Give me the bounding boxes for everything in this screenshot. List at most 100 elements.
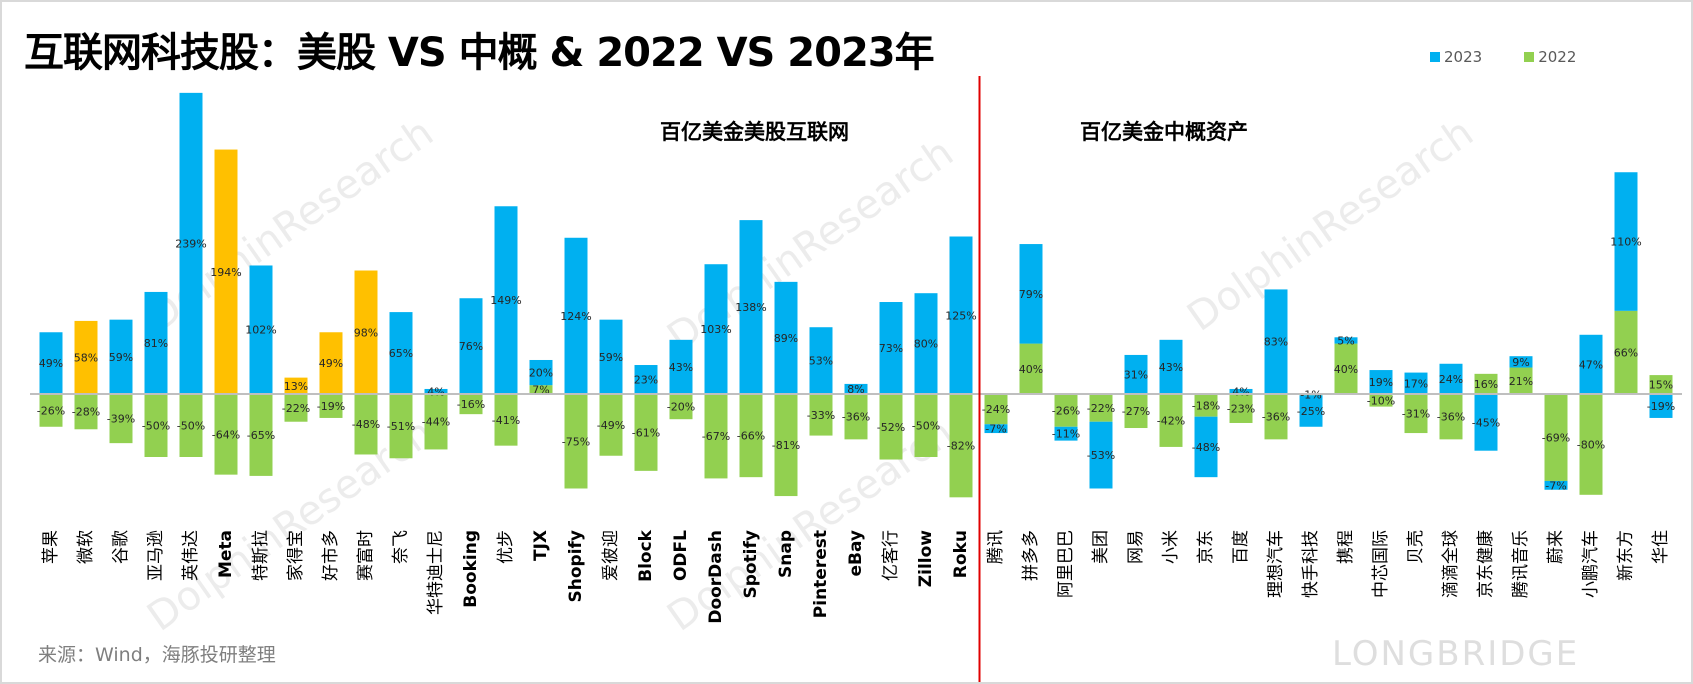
bar-2023 bbox=[529, 359, 553, 386]
category-label: 京东 bbox=[1196, 530, 1216, 564]
bar-2022 bbox=[459, 394, 483, 415]
category-label: 携程 bbox=[1336, 530, 1356, 564]
bar-2023 bbox=[564, 237, 588, 394]
bar-2022-label: -50% bbox=[177, 420, 205, 433]
bar-2022 bbox=[1369, 394, 1393, 407]
bar-2023-label: 125% bbox=[945, 309, 976, 322]
bar-2023-label: -25% bbox=[1297, 405, 1325, 418]
bar-2023 bbox=[704, 264, 728, 394]
bar-2022 bbox=[634, 394, 658, 471]
category-label: 特斯拉 bbox=[251, 530, 271, 581]
bar-2023 bbox=[1334, 337, 1358, 344]
bar-2023-label: -7% bbox=[1545, 479, 1566, 492]
category-label: 中芯国际 bbox=[1371, 530, 1391, 598]
bar-2022-label: -50% bbox=[142, 420, 170, 433]
bar-2022-label: -36% bbox=[1437, 411, 1465, 424]
bar-2023 bbox=[354, 270, 378, 394]
bar-2022 bbox=[1124, 394, 1148, 429]
bar-2023-label: 17% bbox=[1404, 377, 1428, 390]
bar-2022 bbox=[179, 394, 203, 457]
bar-2022-label: 66% bbox=[1614, 346, 1638, 359]
bar-2023 bbox=[424, 388, 448, 394]
bar-2022-label: -69% bbox=[1542, 431, 1570, 444]
bar-2022-label: 21% bbox=[1509, 375, 1533, 388]
category-label: Meta bbox=[216, 530, 236, 579]
bar-2023-label: -48% bbox=[1192, 441, 1220, 454]
legend-label: 2022 bbox=[1538, 48, 1577, 66]
bar-2023-label: 49% bbox=[319, 357, 343, 370]
legend-swatch-2023 bbox=[1430, 52, 1440, 62]
bar-2023-label: 4% bbox=[427, 385, 444, 398]
category-label: DoorDash bbox=[706, 530, 726, 624]
bar-2022-label: -42% bbox=[1157, 414, 1185, 427]
bar-2022 bbox=[1439, 394, 1463, 440]
bar-2022 bbox=[74, 394, 98, 430]
bar-2022-label: -67% bbox=[702, 430, 730, 443]
bar-2022 bbox=[564, 394, 588, 489]
legend-item-2023: 2023 bbox=[1430, 48, 1482, 66]
category-label: 苹果 bbox=[41, 530, 61, 564]
category-label: 快手科技 bbox=[1301, 530, 1321, 598]
bar-2022 bbox=[1579, 394, 1603, 495]
bar-2023 bbox=[1229, 388, 1253, 394]
bar-2023-label: 79% bbox=[1019, 288, 1043, 301]
bar-2022-label: -18% bbox=[1192, 399, 1220, 412]
bar-2022-label: -39% bbox=[107, 413, 135, 426]
bar-2022 bbox=[494, 394, 518, 446]
bar-2023-label: 239% bbox=[175, 237, 206, 250]
bar-2023 bbox=[214, 149, 238, 394]
category-label: Shopify bbox=[566, 530, 586, 603]
bar-2022 bbox=[144, 394, 168, 457]
bar-2022-label: -50% bbox=[912, 420, 940, 433]
category-label: Block bbox=[636, 530, 656, 582]
category-label: ODFL bbox=[671, 530, 691, 582]
bar-2023-label: 124% bbox=[560, 310, 591, 323]
section-label-china: 百亿美金中概资产 bbox=[1080, 120, 1248, 144]
bar-2022 bbox=[1054, 394, 1078, 427]
bar-2023-label: 43% bbox=[669, 361, 693, 374]
bar-2023 bbox=[1509, 356, 1533, 368]
category-label: 网易 bbox=[1126, 530, 1146, 564]
bar-2023-label: 98% bbox=[354, 326, 378, 339]
bar-2023-label: -11% bbox=[1052, 428, 1080, 441]
bar-2022 bbox=[319, 394, 343, 418]
bar-2023 bbox=[879, 302, 903, 394]
category-label: 小鹏汽车 bbox=[1581, 530, 1601, 598]
bar-2022-label: -31% bbox=[1402, 408, 1430, 421]
bar-2023 bbox=[1194, 416, 1218, 478]
category-label: 拼多多 bbox=[1021, 530, 1041, 581]
bar-2023 bbox=[809, 327, 833, 394]
bar-2023-label: -7% bbox=[985, 423, 1006, 436]
bar-2022 bbox=[599, 394, 623, 456]
bar-2023 bbox=[74, 320, 98, 394]
bar-2022-label: -51% bbox=[387, 420, 415, 433]
bar-2023-label: 83% bbox=[1264, 336, 1288, 349]
category-label: 华住 bbox=[1651, 530, 1671, 564]
bar-2022-label: -20% bbox=[667, 401, 695, 414]
category-label: Spotify bbox=[741, 530, 761, 599]
bar-2023-label: 65% bbox=[389, 347, 413, 360]
category-label: Snap bbox=[776, 530, 796, 578]
bar-2023 bbox=[1579, 334, 1603, 394]
bar-2022-label: -49% bbox=[597, 419, 625, 432]
bar-2022 bbox=[879, 394, 903, 460]
bar-2022 bbox=[809, 394, 833, 436]
bar-2023-label: 8% bbox=[847, 383, 864, 396]
category-label: 亚马逊 bbox=[146, 530, 166, 581]
bar-2022-label: -27% bbox=[1122, 405, 1150, 418]
bar-2023 bbox=[1404, 372, 1428, 394]
bar-2023-label: -53% bbox=[1087, 449, 1115, 462]
category-label: 亿客行 bbox=[881, 530, 901, 581]
bar-2022-label: -19% bbox=[317, 400, 345, 413]
category-label: 华特迪士尼 bbox=[426, 530, 446, 615]
bar-2023-label: 47% bbox=[1579, 358, 1603, 371]
bar-2022 bbox=[1194, 394, 1218, 417]
bar-2022-label: -10% bbox=[1367, 394, 1395, 407]
bar-2023 bbox=[284, 377, 308, 394]
bar-2023-label: 24% bbox=[1439, 373, 1463, 386]
bar-2023 bbox=[1299, 395, 1323, 427]
bar-2022 bbox=[1229, 394, 1253, 423]
chart-title: 互联网科技股：美股 VS 中概 & 2022 VS 2023年 bbox=[24, 30, 935, 76]
bar-2022 bbox=[984, 394, 1008, 425]
